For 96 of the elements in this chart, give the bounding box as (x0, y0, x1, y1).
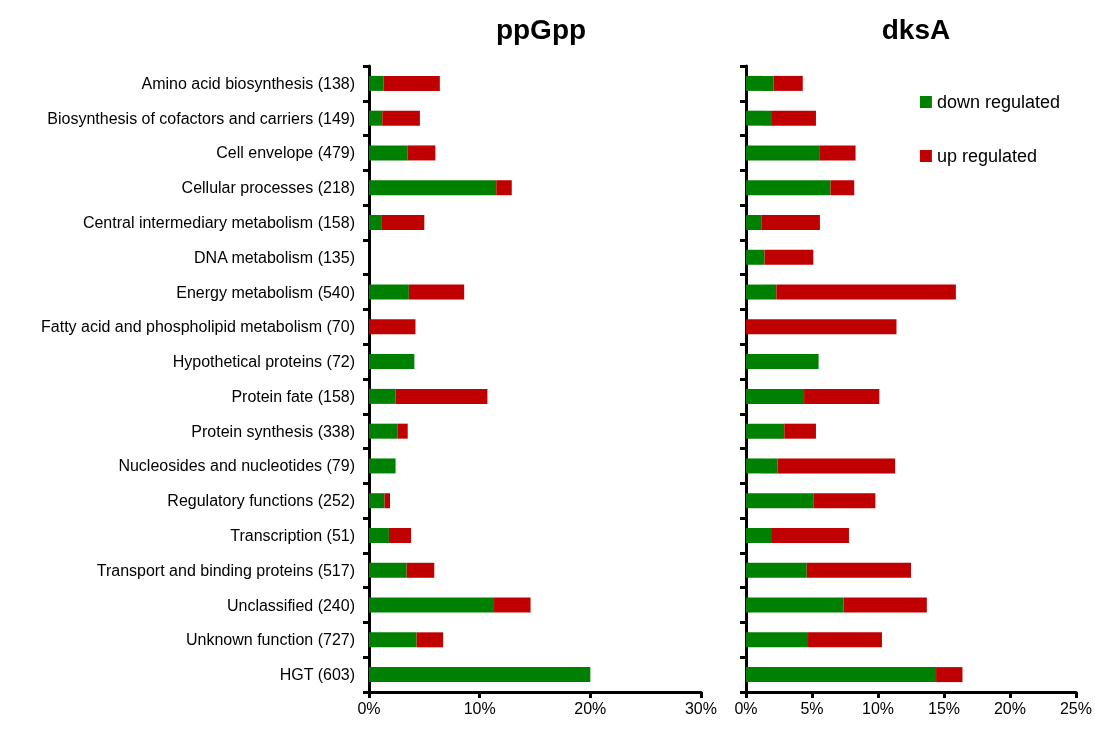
bar (369, 354, 415, 370)
bar (369, 319, 416, 335)
y-tick-label: HGT (603) (279, 666, 355, 684)
x-tick-label: 10% (463, 699, 496, 717)
bar (369, 528, 389, 543)
bar (406, 562, 435, 578)
y-tick-label: Cell envelope (479) (216, 144, 355, 162)
bar (746, 284, 777, 300)
bar (936, 667, 963, 683)
y-tick-label: Protein fate (158) (231, 387, 355, 405)
bar (369, 458, 396, 474)
legend-label: down regulated (936, 92, 1060, 112)
bar (383, 75, 440, 91)
bar (746, 180, 831, 196)
bar (808, 632, 882, 648)
bar (746, 319, 897, 335)
bar (369, 284, 409, 300)
bar (397, 423, 408, 439)
bar (746, 215, 762, 230)
bar (746, 667, 937, 683)
y-tick-label: Biosynthesis of cofactors and carriers (149) (47, 109, 355, 127)
bar (746, 458, 778, 474)
x-tick-label: 0% (357, 699, 381, 717)
bar (369, 75, 384, 91)
y-tick-label: Cellular processes (218) (181, 179, 355, 197)
x-tick-label: 0% (734, 699, 758, 717)
x-tick-label: 20% (993, 699, 1027, 717)
bar (773, 75, 803, 91)
x-tick-label: 20% (574, 699, 607, 717)
bar (416, 632, 444, 648)
bar (407, 145, 436, 161)
bar (746, 354, 819, 370)
bar (746, 562, 807, 578)
bar (388, 528, 412, 543)
bar (369, 145, 408, 161)
y-tick-label: Nucleosides and nucleotides (79) (118, 457, 355, 475)
bar (830, 180, 855, 196)
x-tick-label: 15% (927, 699, 961, 717)
y-tick-label: Amino acid biosynthesis (138) (141, 74, 355, 92)
bar (369, 110, 383, 126)
x-tick-label: 25% (1059, 699, 1092, 717)
bar (369, 597, 495, 613)
legend-label: up regulated (936, 146, 1037, 166)
bar (804, 388, 880, 404)
y-tick-label: Energy metabolism (540) (176, 283, 355, 301)
bar (771, 528, 849, 543)
bar (843, 597, 927, 613)
y-tick-label: Unknown function (727) (186, 631, 355, 649)
bar (369, 423, 398, 439)
y-tick-label: DNA metabolism (135) (194, 248, 355, 266)
bar (369, 667, 591, 683)
bar (764, 249, 814, 265)
bar (494, 597, 531, 613)
bar (496, 180, 512, 196)
bar (813, 493, 876, 509)
bar (746, 110, 772, 126)
bar (784, 423, 816, 439)
bar (761, 215, 820, 230)
chart-title: ppGpp (495, 13, 587, 45)
bar (369, 632, 417, 648)
bar (746, 597, 844, 613)
bar (746, 493, 814, 509)
bar (369, 215, 382, 230)
bar (369, 493, 385, 509)
x-tick-label: 30% (684, 699, 717, 717)
bar (746, 388, 805, 404)
bar (746, 249, 765, 265)
bar (384, 493, 391, 509)
y-tick-label: Transcription (51) (230, 527, 355, 544)
chart-title: dksA (881, 13, 951, 45)
y-tick-label: Central intermediary metabolism (158) (82, 214, 355, 231)
y-tick-label: Regulatory functions (252) (167, 492, 355, 510)
bar (369, 562, 407, 578)
bar (746, 632, 809, 648)
bar (777, 458, 896, 474)
y-tick-label: Fatty acid and phospholipid metabolism (70) (41, 318, 355, 336)
bar (746, 423, 785, 439)
bar (382, 110, 420, 126)
y-tick-label: Unclassified (240) (226, 596, 355, 614)
y-tick-label: Transport and binding proteins (517) (96, 561, 355, 579)
x-tick-label: 5% (800, 699, 824, 717)
bar (819, 145, 856, 161)
bar (369, 388, 396, 404)
bar (395, 388, 488, 404)
bar (381, 215, 425, 230)
bar (776, 284, 956, 300)
x-tick-label: 10% (861, 699, 895, 717)
y-tick-label: Hypothetical proteins (72) (172, 353, 355, 371)
y-tick-label: Protein synthesis (338) (191, 422, 355, 440)
bar (746, 528, 772, 543)
bar (806, 562, 911, 578)
bar (771, 110, 816, 126)
bar (746, 145, 820, 161)
bar (408, 284, 465, 300)
bar (746, 75, 774, 91)
bar (369, 180, 497, 196)
